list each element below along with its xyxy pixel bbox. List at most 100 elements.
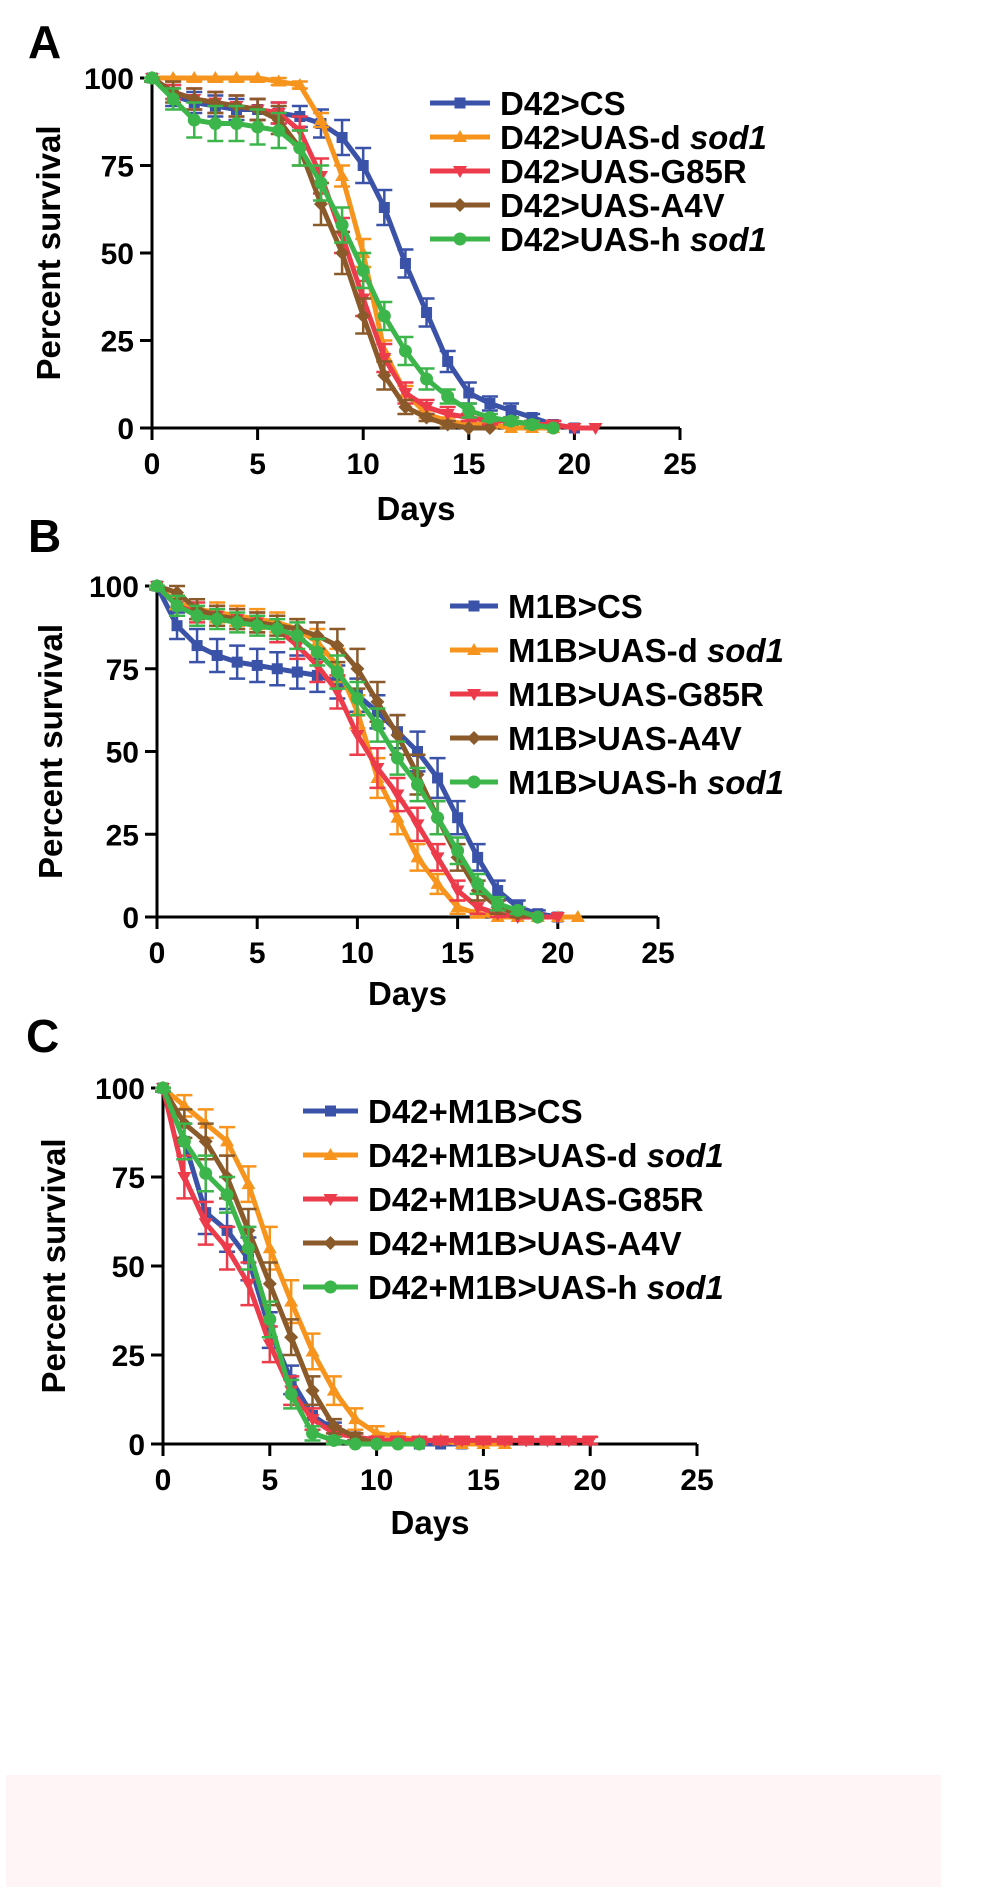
data-point <box>198 1218 213 1231</box>
legend-marker <box>467 731 481 745</box>
data-point <box>271 663 283 675</box>
data-point <box>313 113 328 125</box>
data-point <box>208 117 222 130</box>
series-d42-m1b-uas-h-sod1 <box>155 1081 426 1451</box>
data-point <box>471 877 485 891</box>
data-point <box>198 1134 213 1149</box>
x-tick-label: 5 <box>261 1464 278 1497</box>
data-point <box>433 1435 448 1448</box>
x-axis-title: Days <box>377 490 456 527</box>
data-point <box>250 71 265 83</box>
data-point <box>306 1426 320 1440</box>
legend-marker <box>323 1148 338 1160</box>
legend-label: M1B>UAS-G85R <box>508 676 764 713</box>
panel-label: A <box>28 16 61 68</box>
data-point <box>284 1330 299 1345</box>
data-point <box>411 778 425 792</box>
x-tick-label: 25 <box>641 937 674 970</box>
data-point <box>455 1435 470 1448</box>
y-tick-label: 25 <box>106 819 139 852</box>
data-point <box>350 692 364 706</box>
data-point <box>430 876 445 889</box>
data-point <box>526 412 538 423</box>
data-point <box>390 727 405 742</box>
legend-label: D42>CS <box>500 85 626 122</box>
legend-entry: M1B>UAS-h sod1 <box>450 764 784 801</box>
data-point <box>166 92 180 106</box>
data-point <box>305 1344 320 1357</box>
data-point <box>145 71 159 85</box>
data-point <box>531 910 545 924</box>
y-tick-label: 50 <box>101 238 134 271</box>
data-point <box>570 910 585 922</box>
data-point <box>251 120 265 134</box>
data-point <box>330 686 345 699</box>
legend-marker <box>324 1280 337 1294</box>
panel-c: C 0 5 10 15 20 25 0 25 50 75 100 Days Percent surviva… <box>26 1010 724 1541</box>
legend-entry: M1B>UAS-A4V <box>450 720 742 757</box>
data-point <box>491 897 505 911</box>
x-tick-label: 0 <box>149 937 166 970</box>
legend-entry: M1B>UAS-d sod1 <box>450 632 784 669</box>
data-point <box>231 656 243 668</box>
data-point <box>305 1414 320 1427</box>
data-point <box>390 751 404 765</box>
data-point <box>251 659 263 671</box>
legend-label: D42+M1B>UAS-d sod1 <box>368 1137 724 1174</box>
y-tick-label: 100 <box>84 63 134 96</box>
data-point <box>410 850 425 863</box>
x-tick-label: 10 <box>360 1464 393 1497</box>
data-point <box>450 900 465 913</box>
data-point <box>177 1134 191 1148</box>
x-tick-label: 25 <box>680 1464 713 1497</box>
legend-marker <box>467 775 481 789</box>
data-point <box>262 1276 277 1291</box>
data-point <box>419 410 434 425</box>
legend-label: M1B>UAS-h sod1 <box>508 764 784 801</box>
data-point <box>166 71 181 83</box>
y-tick-label: 50 <box>112 1251 145 1284</box>
y-tick-label: 75 <box>101 151 134 184</box>
legend-entry: M1B>CS <box>450 588 643 625</box>
data-point <box>492 885 504 897</box>
y-tick-label: 25 <box>112 1340 145 1373</box>
data-point <box>391 1437 405 1451</box>
legend-marker <box>323 1236 338 1250</box>
data-point <box>412 746 424 757</box>
data-point <box>177 1172 192 1184</box>
data-point <box>412 1437 426 1451</box>
y-axis-title: Percent survival <box>32 624 69 879</box>
data-point <box>335 218 349 232</box>
data-point <box>220 1134 235 1147</box>
legend-entry: D42+M1B>UAS-h sod1 <box>303 1269 724 1306</box>
legend-entry: D42+M1B>UAS-A4V <box>303 1225 682 1262</box>
legend-marker <box>323 1194 338 1206</box>
y-tick-label: 100 <box>95 1073 145 1106</box>
x-tick-label: 5 <box>249 937 266 970</box>
data-point <box>350 661 365 676</box>
data-point <box>525 418 539 431</box>
data-point <box>410 819 425 832</box>
data-point <box>190 609 204 623</box>
data-point <box>291 666 303 678</box>
data-point <box>519 1435 534 1448</box>
data-point <box>398 400 413 414</box>
panel-a: A 0 5 10 15 20 25 0 25 50 75 100 Days Percent surviva… <box>28 16 767 527</box>
data-point <box>450 885 465 898</box>
data-point <box>440 417 455 432</box>
data-point <box>177 1098 192 1111</box>
data-point <box>208 71 223 83</box>
series-d42-uas-h-sod1 <box>144 71 560 435</box>
data-point <box>419 402 434 414</box>
data-point <box>442 356 454 367</box>
data-point <box>420 372 434 386</box>
y-tick-label: 75 <box>106 654 139 687</box>
legend-entry: D42+M1B>UAS-d sod1 <box>303 1137 724 1174</box>
legend-marker <box>453 232 467 246</box>
data-point <box>199 1166 213 1180</box>
x-tick-label: 20 <box>574 1464 607 1497</box>
data-point <box>187 71 202 83</box>
data-point <box>284 1387 298 1401</box>
data-point <box>561 1435 576 1448</box>
data-point <box>452 812 464 824</box>
